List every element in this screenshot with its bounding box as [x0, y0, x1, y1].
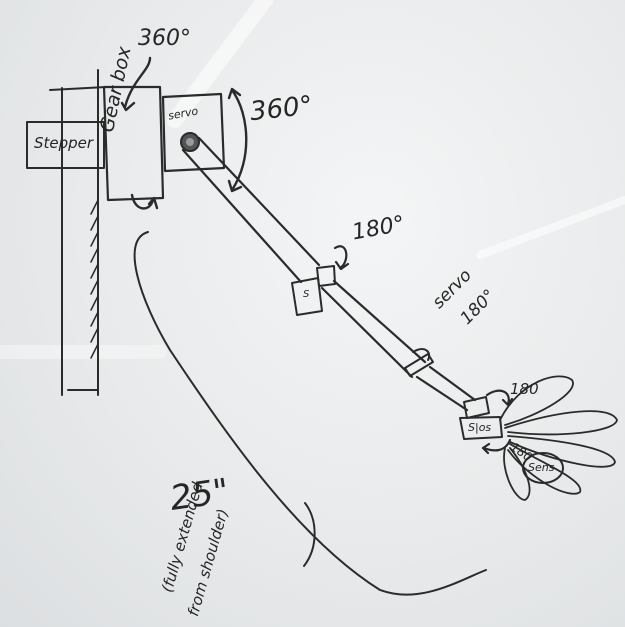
base-post — [49, 69, 107, 396]
stepper-label: Stepper — [34, 134, 94, 152]
elbow-servo — [291, 265, 336, 316]
gearbox-rotation-arrow — [120, 56, 159, 210]
gearbox-rotation-label: 360° — [138, 26, 191, 51]
gearbox-box — [102, 85, 165, 202]
servo-horn-icon — [180, 132, 200, 152]
upper-arm — [181, 136, 321, 284]
note-bracket — [303, 502, 316, 567]
elbow-servo-marker: S — [303, 289, 310, 300]
wrist-servo-label: S|os — [468, 421, 492, 434]
shoulder-servo-box — [161, 92, 226, 173]
hand-sensor — [522, 452, 564, 484]
wrist-rotation-arrow-b — [481, 438, 512, 455]
stepper-box — [26, 121, 105, 169]
reach-line — [133, 231, 487, 596]
elbow-rotation-arrow — [333, 245, 350, 271]
wrist-rotation-label-a: 180 — [510, 380, 539, 398]
wrist-rotation-arrow-a — [485, 389, 514, 407]
forearm — [320, 279, 477, 412]
wrist-joint — [459, 396, 503, 440]
forearm-rotation-arrow — [412, 348, 431, 361]
shoulder-rotation-arrow — [227, 87, 248, 193]
shoulder-rotation-label: 360° — [248, 90, 315, 128]
hand-sensor-label: Sens — [528, 461, 555, 474]
glare — [167, 0, 625, 259]
